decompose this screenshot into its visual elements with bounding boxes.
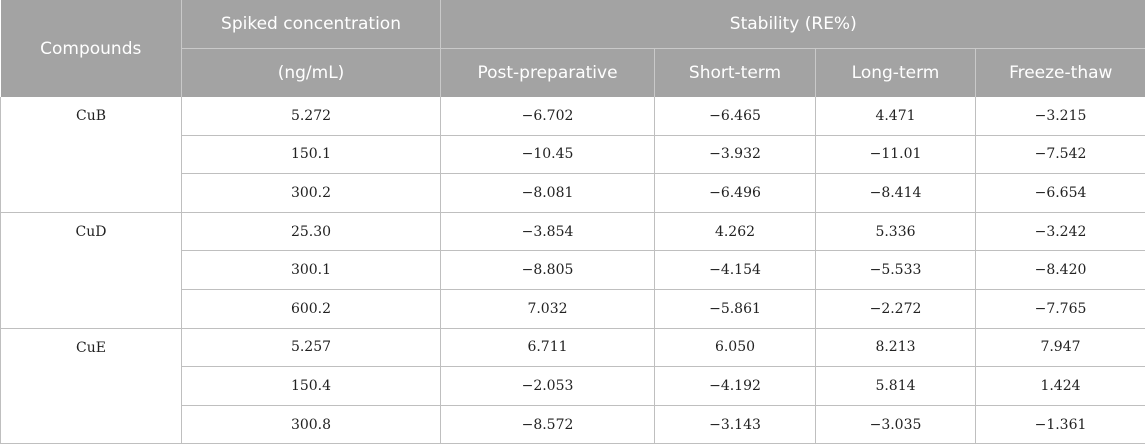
long-term-cell: 5.336 [816, 212, 976, 251]
header-long-term: Long-term [816, 49, 976, 98]
post-preparative-cell: −10.45 [441, 135, 655, 174]
long-term-cell: −5.533 [816, 251, 976, 290]
freeze-thaw-cell: −3.242 [976, 212, 1145, 251]
header-post-preparative: Post-preparative [441, 49, 655, 98]
concentration-cell: 5.272 [182, 97, 441, 135]
concentration-cell: 300.8 [182, 405, 441, 444]
post-preparative-cell: 7.032 [441, 289, 655, 328]
compound-cell: CuB [1, 97, 182, 212]
post-preparative-cell: −8.805 [441, 251, 655, 290]
concentration-cell: 150.4 [182, 367, 441, 406]
header-short-term: Short-term [655, 49, 816, 98]
long-term-cell: 5.814 [816, 367, 976, 406]
long-term-cell: −8.414 [816, 174, 976, 213]
long-term-cell: −3.035 [816, 405, 976, 444]
freeze-thaw-cell: −8.420 [976, 251, 1145, 290]
short-term-cell: 6.050 [655, 328, 816, 367]
freeze-thaw-cell: −3.215 [976, 97, 1145, 135]
short-term-cell: −3.143 [655, 405, 816, 444]
short-term-cell: −4.192 [655, 367, 816, 406]
short-term-cell: −4.154 [655, 251, 816, 290]
compound-cell: CuE [1, 328, 182, 444]
header-stability: Stability (RE%) [441, 0, 1145, 49]
post-preparative-cell: −8.081 [441, 174, 655, 213]
concentration-cell: 300.2 [182, 174, 441, 213]
compound-cell: CuD [1, 212, 182, 328]
header-freeze-thaw: Freeze-thaw [976, 49, 1145, 98]
long-term-cell: −11.01 [816, 135, 976, 174]
table-row: CuD 25.30 −3.854 4.262 5.336 −3.242 [1, 212, 1145, 251]
table-row: CuB 5.272 −6.702 −6.465 4.471 −3.215 [1, 97, 1145, 135]
freeze-thaw-cell: −7.542 [976, 135, 1145, 174]
short-term-cell: −6.496 [655, 174, 816, 213]
post-preparative-cell: −2.053 [441, 367, 655, 406]
short-term-cell: −5.861 [655, 289, 816, 328]
post-preparative-cell: 6.711 [441, 328, 655, 367]
concentration-cell: 25.30 [182, 212, 441, 251]
long-term-cell: 4.471 [816, 97, 976, 135]
freeze-thaw-cell: −1.361 [976, 405, 1145, 444]
freeze-thaw-cell: −7.765 [976, 289, 1145, 328]
freeze-thaw-cell: 7.947 [976, 328, 1145, 367]
concentration-cell: 150.1 [182, 135, 441, 174]
concentration-cell: 600.2 [182, 289, 441, 328]
header-compounds: Compounds [1, 0, 182, 97]
short-term-cell: −6.465 [655, 97, 816, 135]
table-row: CuE 5.257 6.711 6.050 8.213 7.947 [1, 328, 1145, 367]
concentration-cell: 5.257 [182, 328, 441, 367]
freeze-thaw-cell: −6.654 [976, 174, 1145, 213]
long-term-cell: 8.213 [816, 328, 976, 367]
concentration-cell: 300.1 [182, 251, 441, 290]
post-preparative-cell: −6.702 [441, 97, 655, 135]
short-term-cell: −3.932 [655, 135, 816, 174]
post-preparative-cell: −3.854 [441, 212, 655, 251]
header-spiked-unit: (ng/mL) [182, 49, 441, 98]
post-preparative-cell: −8.572 [441, 405, 655, 444]
header-spiked-concentration: Spiked concentration [182, 0, 441, 49]
freeze-thaw-cell: 1.424 [976, 367, 1145, 406]
long-term-cell: −2.272 [816, 289, 976, 328]
short-term-cell: 4.262 [655, 212, 816, 251]
